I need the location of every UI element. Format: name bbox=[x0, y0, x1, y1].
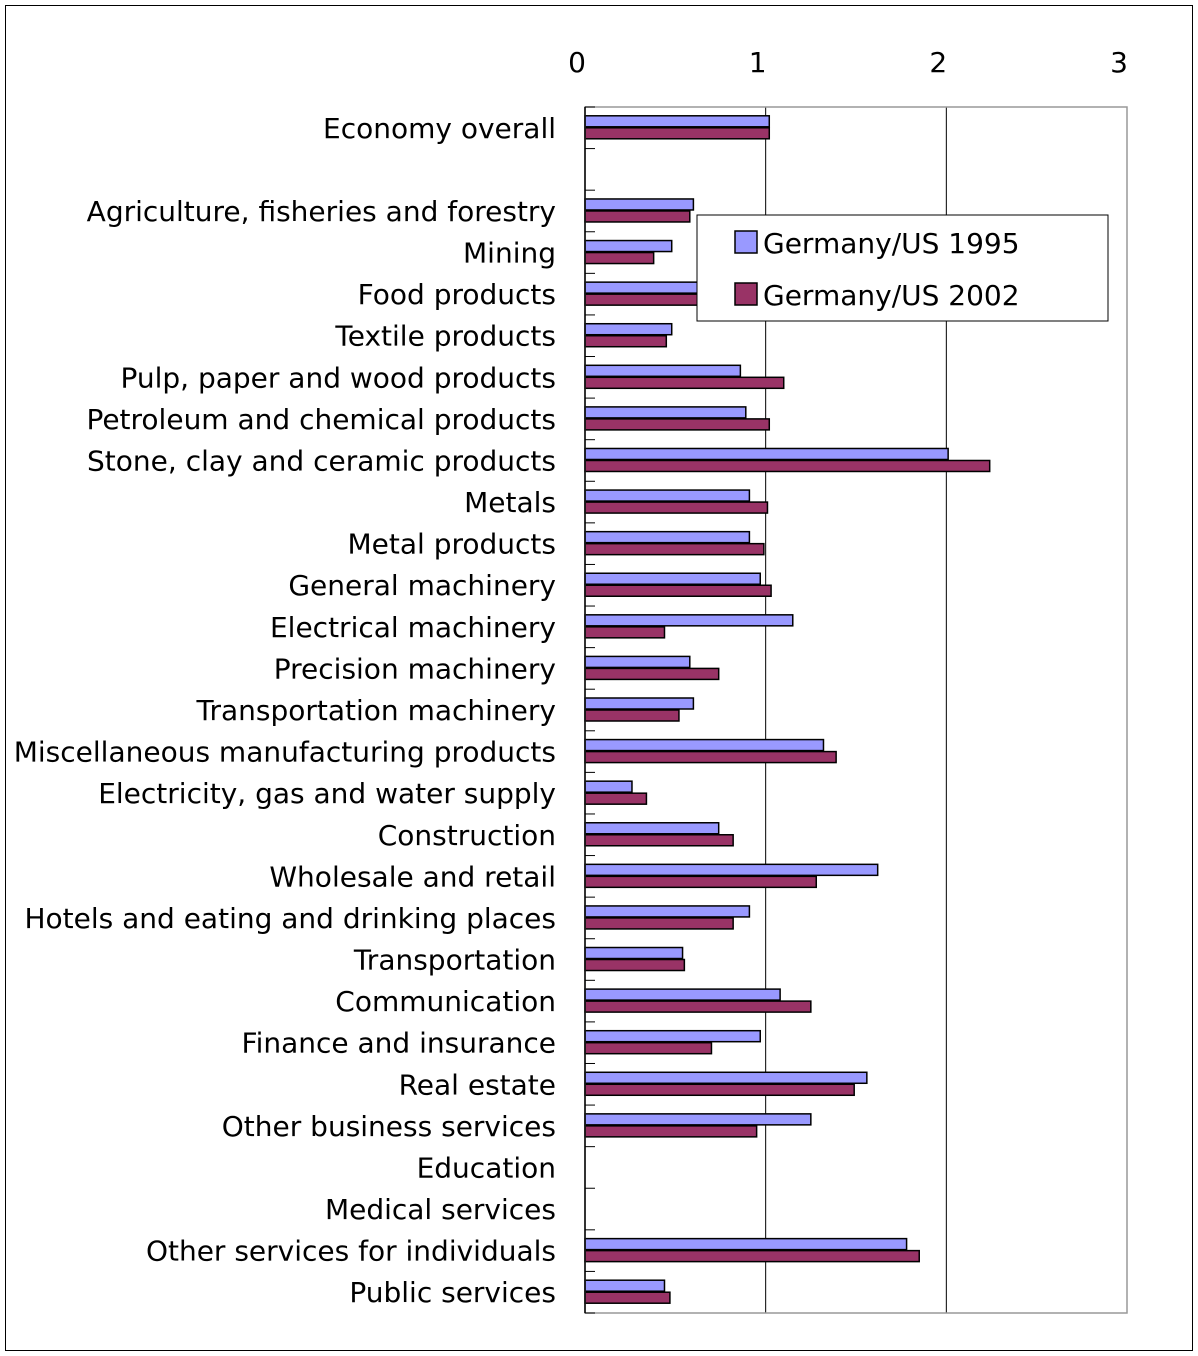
bar-1995-0 bbox=[584, 115, 771, 128]
x-tick-label-0: 0 bbox=[568, 46, 586, 79]
category-label-20: Transportation bbox=[353, 944, 556, 977]
category-label-24: Other business services bbox=[222, 1110, 556, 1143]
category-label-13: Precision machinery bbox=[274, 652, 556, 685]
category-labels: Economy overall Agriculture, fisheries an… bbox=[14, 112, 556, 1309]
bar-1995-15 bbox=[584, 738, 825, 752]
bar-2002-18 bbox=[584, 875, 818, 889]
legend-swatch-1 bbox=[734, 282, 758, 306]
bar-2002-5 bbox=[584, 334, 668, 348]
bar-2002-21 bbox=[584, 1000, 812, 1013]
category-label-14: Transportation machinery bbox=[196, 694, 557, 727]
bar-1995-22 bbox=[584, 1029, 761, 1043]
bar-2002-2 bbox=[584, 210, 691, 223]
bar-1995-6 bbox=[584, 364, 742, 378]
bar-1995-2 bbox=[584, 198, 695, 211]
bar-2002-27 bbox=[584, 1249, 920, 1263]
category-label-27: Other services for individuals bbox=[146, 1235, 556, 1268]
category-label-12: Electrical machinery bbox=[270, 611, 556, 644]
x-tick-label-2: 2 bbox=[929, 46, 947, 79]
x-tick-label-3: 3 bbox=[1110, 46, 1128, 79]
legend-label-1: Germany/US 2002 bbox=[763, 279, 1020, 312]
category-label-5: Textile products bbox=[334, 320, 556, 353]
bar-2002-9 bbox=[584, 501, 769, 514]
bar-2002-14 bbox=[584, 709, 680, 722]
category-label-15: Miscellaneous manufacturing products bbox=[14, 736, 556, 769]
bar-1995-19 bbox=[584, 905, 751, 918]
category-label-28: Public services bbox=[349, 1276, 556, 1309]
bar-2002-10 bbox=[584, 542, 765, 556]
category-label-0: Economy overall bbox=[323, 112, 556, 145]
bar-2002-23 bbox=[584, 1083, 855, 1097]
bar-2002-8 bbox=[584, 459, 991, 473]
category-label-23: Real estate bbox=[399, 1068, 556, 1101]
category-label-6: Pulp, paper and wood products bbox=[120, 361, 556, 394]
bar-2002-13 bbox=[584, 667, 720, 681]
category-label-17: Construction bbox=[378, 819, 556, 852]
bar-2002-19 bbox=[584, 917, 734, 930]
category-label-16: Electricity, gas and water supply bbox=[98, 777, 556, 810]
legend-swatch-0 bbox=[734, 230, 758, 254]
category-label-22: Finance and insurance bbox=[242, 1027, 557, 1060]
bar-1995-24 bbox=[584, 1113, 812, 1126]
bar-1995-14 bbox=[584, 697, 695, 710]
bar-2002-16 bbox=[584, 792, 648, 805]
bar-1995-20 bbox=[584, 946, 684, 960]
bar-1995-10 bbox=[584, 530, 751, 544]
bar-2002-15 bbox=[584, 750, 837, 764]
bar-2002-17 bbox=[584, 834, 734, 847]
category-label-4: Food products bbox=[358, 278, 556, 311]
bar-2002-6 bbox=[584, 376, 785, 390]
x-tick-labels: 0 1 2 3 bbox=[568, 46, 1128, 79]
bar-1995-13 bbox=[584, 655, 691, 669]
bar-2002-7 bbox=[584, 418, 771, 431]
bar-1995-28 bbox=[584, 1279, 666, 1292]
bar-1995-17 bbox=[584, 822, 720, 835]
bar-2002-4 bbox=[584, 293, 713, 306]
bar-2002-28 bbox=[584, 1291, 671, 1304]
bar-2002-20 bbox=[584, 958, 686, 972]
category-label-9: Metals bbox=[464, 486, 556, 519]
bar-1995-7 bbox=[584, 406, 747, 419]
category-label-19: Hotels and eating and drinking places bbox=[24, 902, 556, 935]
legend: Germany/US 1995 Germany/US 2002 bbox=[696, 214, 1109, 322]
bar-1995-12 bbox=[584, 614, 794, 627]
category-label-10: Metal products bbox=[348, 528, 556, 561]
category-label-18: Wholesale and retail bbox=[269, 860, 556, 893]
category-label-11: General machinery bbox=[288, 569, 556, 602]
bar-1995-8 bbox=[584, 447, 949, 461]
bar-1995-11 bbox=[584, 572, 761, 585]
bar-1995-16 bbox=[584, 780, 633, 793]
category-label-21: Communication bbox=[335, 985, 556, 1018]
category-label-7: Petroleum and chemical products bbox=[86, 403, 556, 436]
bar-1995-3 bbox=[584, 239, 673, 253]
bar-2002-24 bbox=[584, 1125, 758, 1138]
category-label-8: Stone, clay and ceramic products bbox=[87, 444, 556, 477]
category-label-2: Agriculture, fisheries and forestry bbox=[87, 195, 556, 228]
legend-label-0: Germany/US 1995 bbox=[763, 227, 1020, 260]
bar-2002-22 bbox=[584, 1041, 713, 1055]
axes bbox=[584, 106, 1128, 1314]
bar-2002-3 bbox=[584, 251, 655, 265]
bar-1995-5 bbox=[584, 322, 673, 336]
bar-2002-0 bbox=[584, 127, 771, 140]
bar-1995-23 bbox=[584, 1071, 868, 1085]
bar-1995-27 bbox=[584, 1237, 908, 1251]
bar-2002-11 bbox=[584, 584, 772, 597]
bar-1995-9 bbox=[584, 489, 751, 502]
category-label-25: Education bbox=[417, 1151, 556, 1184]
category-label-3: Mining bbox=[463, 237, 556, 270]
legend-box bbox=[696, 214, 1109, 322]
x-tick-label-1: 1 bbox=[749, 46, 767, 79]
bar-1995-18 bbox=[584, 863, 879, 877]
bar-2002-12 bbox=[584, 626, 666, 639]
category-label-26: Medical services bbox=[325, 1193, 556, 1226]
bar-1995-21 bbox=[584, 988, 781, 1001]
